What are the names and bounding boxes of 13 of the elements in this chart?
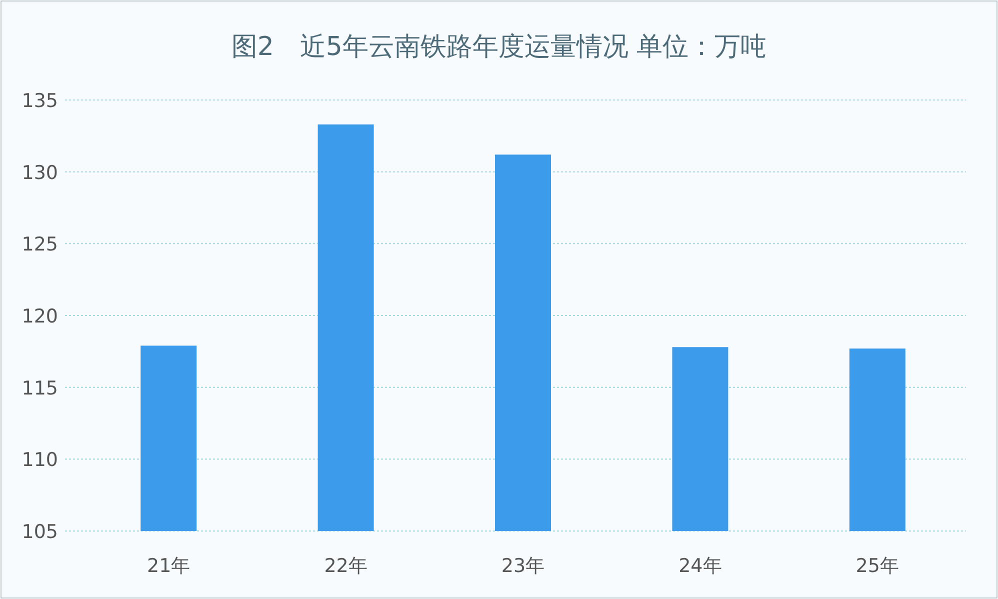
y-tick-label: 120 [22, 306, 58, 328]
y-tick-label: 115 [22, 377, 58, 400]
y-tick-label: 125 [22, 234, 58, 256]
x-tick-label: 22年 [324, 555, 368, 577]
y-tick-label: 135 [22, 90, 58, 112]
y-tick-label: 110 [22, 449, 58, 472]
x-tick-label: 25年 [856, 555, 899, 577]
x-tick-label: 21年 [147, 555, 190, 577]
y-tick-label: 105 [22, 521, 58, 543]
x-tick-label: 23年 [501, 555, 545, 577]
y-tick-label: 130 [22, 162, 58, 184]
chart-title: 图2 近5年云南铁路年度运量情况 单位：万吨 [231, 32, 767, 62]
x-tick-label: 24年 [678, 555, 722, 577]
